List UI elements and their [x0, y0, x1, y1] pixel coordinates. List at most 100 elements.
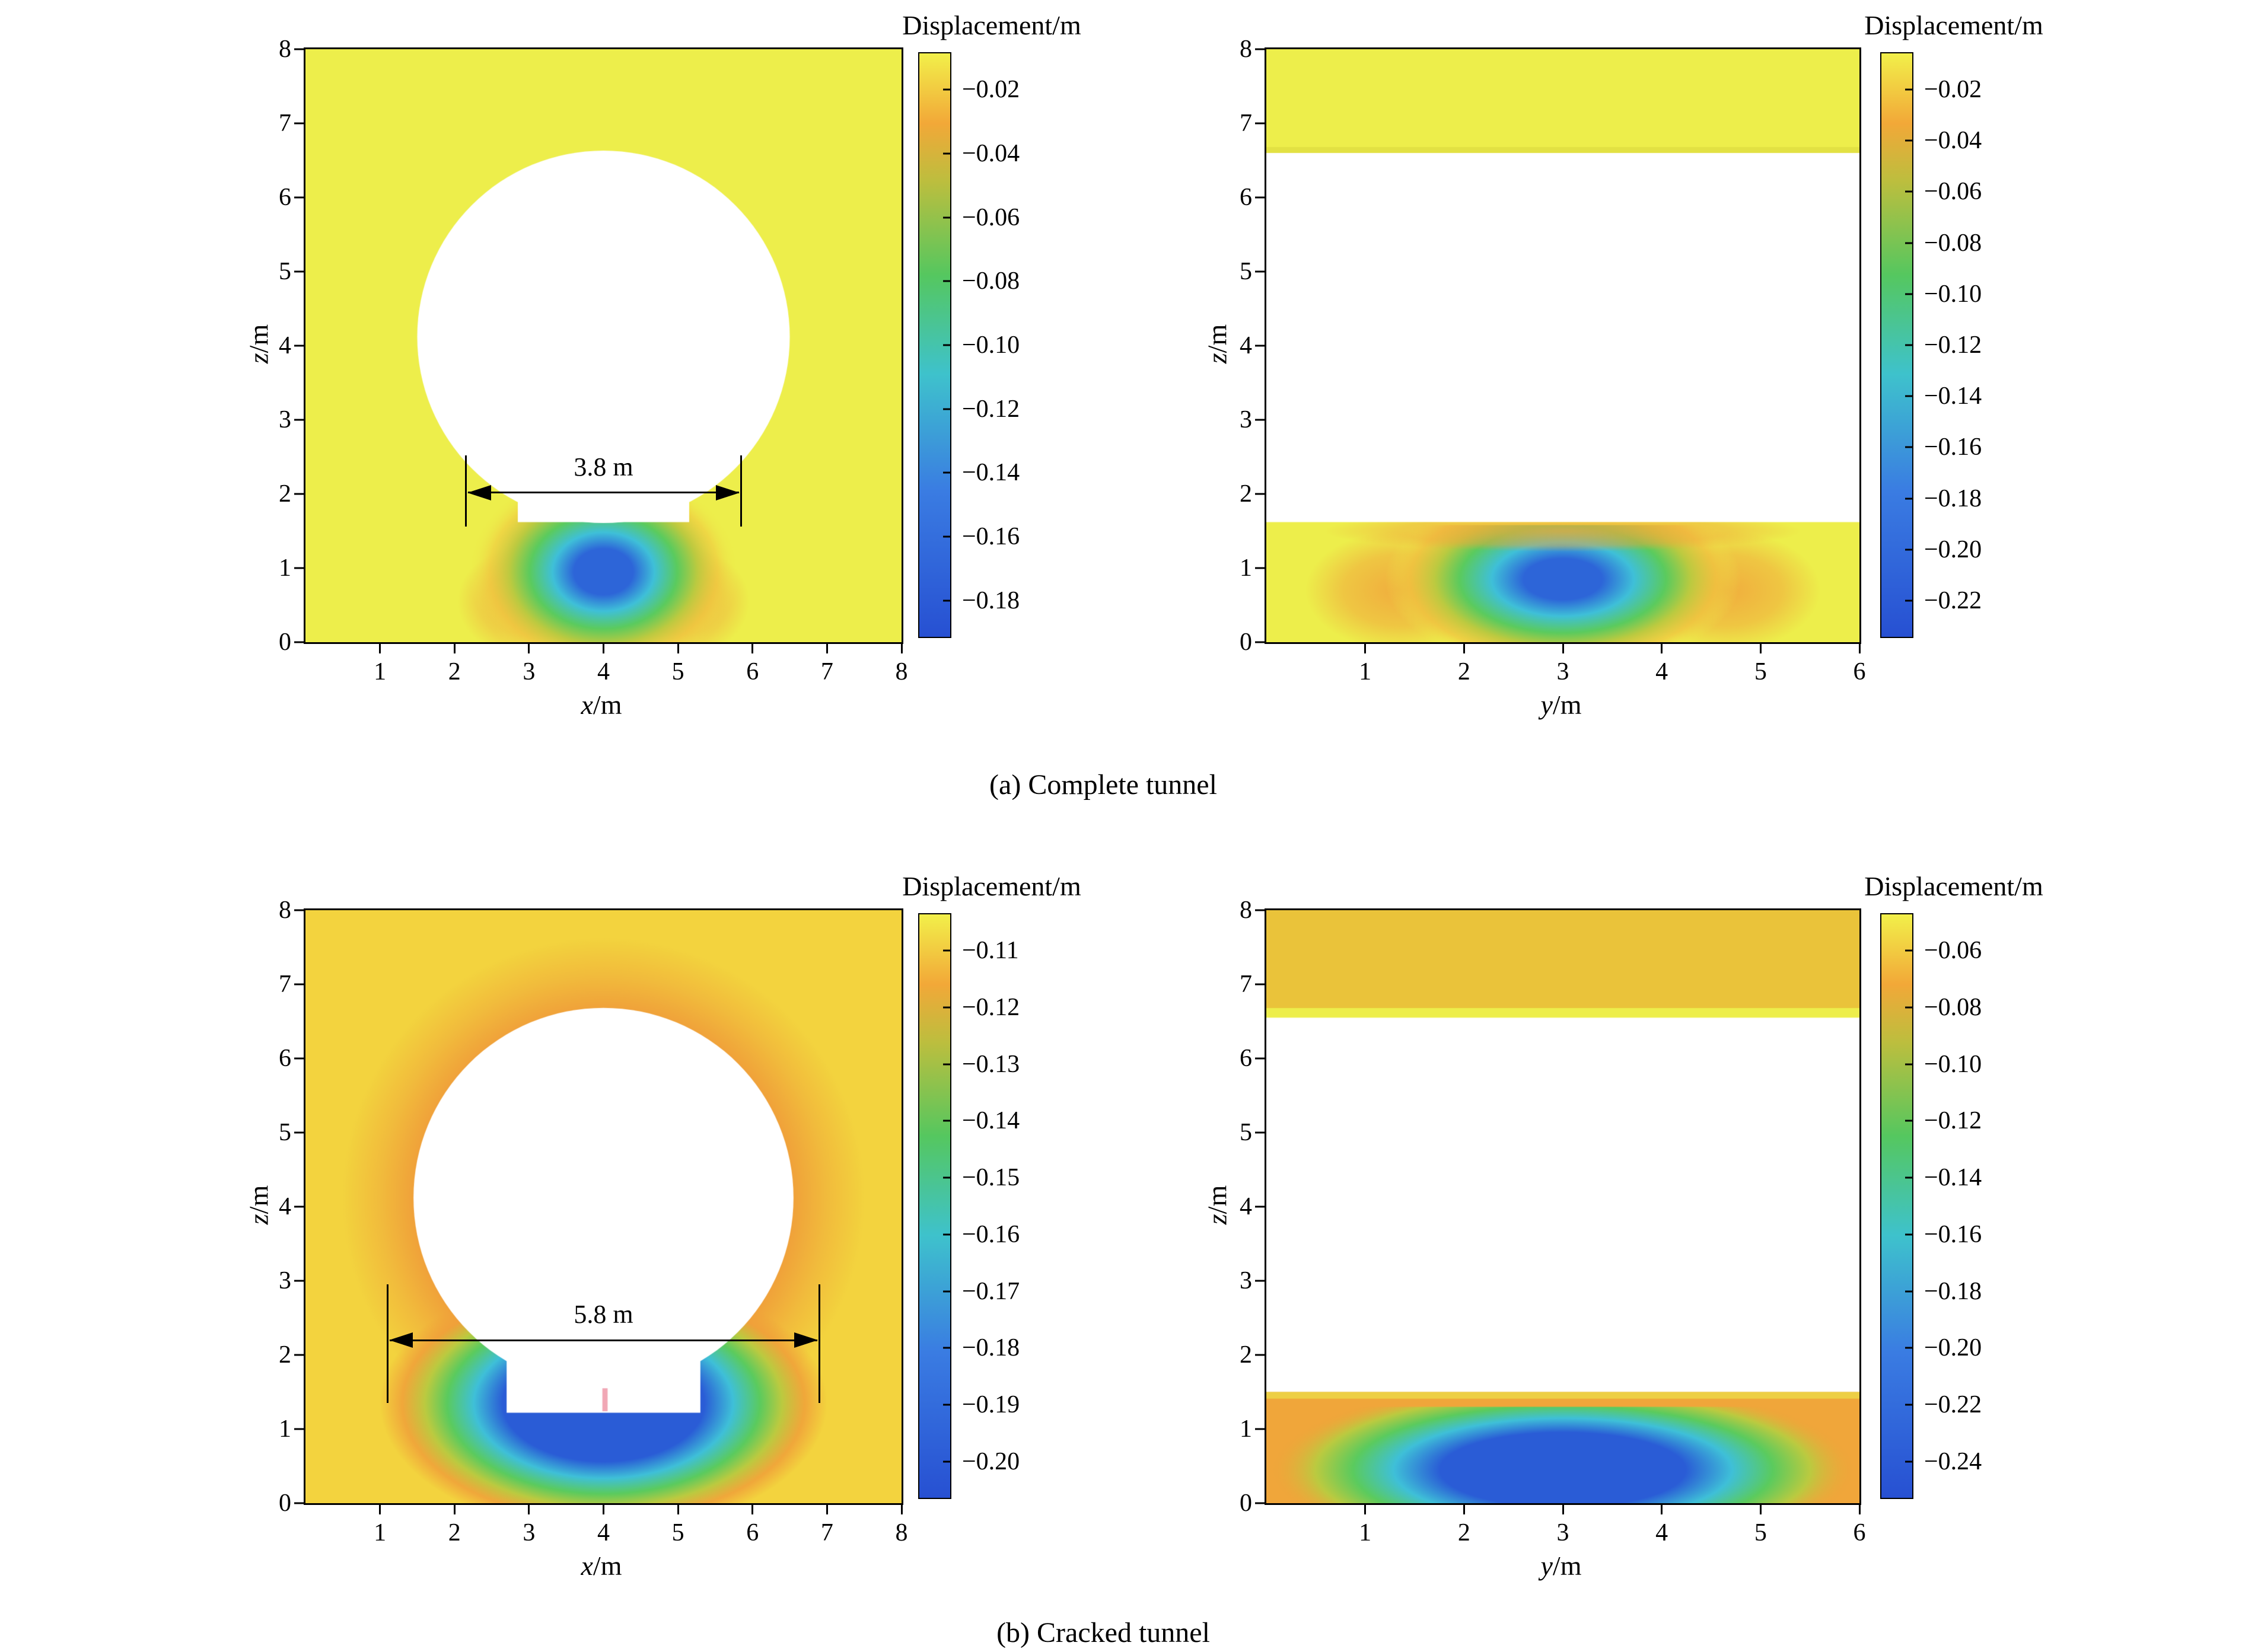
- colorbar-tick-mark: [943, 344, 950, 346]
- z-tick-label: 8: [279, 897, 291, 924]
- colorbar-tick-mark: [943, 152, 950, 155]
- x-tick-mark: [1661, 1505, 1663, 1514]
- colorbar-tick-label: −0.12: [1924, 1107, 1982, 1135]
- colorbar: −0.02 −0.04 −0.06 −0.08 −0.10 −0.12 −0.14 −0.16…: [1880, 52, 1982, 638]
- x-tick-label: 8: [895, 658, 908, 685]
- colorbar-tick-label: −0.17: [962, 1277, 1020, 1305]
- colorbar-tick-mark: [1905, 1176, 1912, 1179]
- x-axis-unit: /m: [593, 1551, 622, 1581]
- x-tick-mark: [1759, 1505, 1762, 1514]
- colorbar-tick-mark: [943, 280, 950, 282]
- annotation-dimension-label: 3.8 m: [574, 452, 633, 481]
- colorbar-tick-label: −0.11: [962, 937, 1019, 964]
- x-tick-mark: [1759, 644, 1762, 653]
- annotation-arrowhead-right: [715, 484, 740, 500]
- x-tick-mark: [900, 1505, 903, 1514]
- z-tick-mark: [1255, 641, 1265, 643]
- colorbar-tick-mark: [1905, 497, 1912, 500]
- y-axis-variable: z: [1202, 1214, 1233, 1225]
- x-tick-label: 3: [1556, 658, 1569, 685]
- colorbar-tick-label: −0.06: [1924, 178, 1982, 206]
- colorbar-tick-mark: [943, 408, 950, 410]
- z-tick-mark: [294, 493, 304, 495]
- x-tick-label: 1: [374, 1519, 387, 1546]
- z-tick-mark: [294, 419, 304, 421]
- x-tick-mark: [603, 1505, 604, 1514]
- annotation-end-bar: [464, 455, 467, 527]
- z-tick-label: 3: [1240, 1267, 1252, 1294]
- z-tick-label: 2: [1240, 1341, 1252, 1369]
- colorbar-tick-label: −0.14: [962, 459, 1020, 487]
- z-tick-label: 7: [1240, 110, 1252, 137]
- colorbar-tick-label: −0.10: [1924, 280, 1982, 308]
- heatmap-canvas: [1266, 910, 1859, 1503]
- z-tick-label: 1: [1240, 1415, 1252, 1443]
- x-tick-label: 7: [820, 1519, 833, 1546]
- z-tick-label: 4: [1240, 1193, 1252, 1220]
- z-tick-mark: [294, 1057, 304, 1060]
- y-axis-unit: /m: [243, 324, 274, 353]
- colorbar-tick-mark: [943, 216, 950, 218]
- heatmap-plot-cracked-xz: 1 2 3 4 5 6 7 8 0 1 2 3 4 5 6 7 8 5.8 m: [279, 897, 908, 1546]
- colorbar-tick-mark: [943, 949, 950, 952]
- colorbar-tick-label: −0.22: [1924, 586, 1982, 614]
- caption-cracked-tunnel: (b) Cracked tunnel: [996, 1617, 1210, 1648]
- z-tick-mark: [1255, 983, 1265, 986]
- colorbar-tick-mark: [943, 1404, 950, 1406]
- z-tick-mark: [294, 270, 304, 273]
- z-tick-mark: [294, 1131, 304, 1134]
- y-axis-unit: /m: [1202, 324, 1233, 353]
- colorbar-tick-mark: [943, 1176, 950, 1179]
- colorbar-tick-label: −0.18: [1924, 1277, 1982, 1305]
- z-tick-label: 0: [1240, 629, 1252, 656]
- x-tick-mark: [528, 644, 530, 653]
- colorbar-tick-mark: [1905, 949, 1912, 952]
- colorbar-tick-mark: [1905, 1460, 1912, 1463]
- z-tick-mark: [294, 983, 304, 986]
- colorbar-tick-mark: [1905, 1006, 1912, 1009]
- z-tick-mark: [294, 641, 304, 643]
- x-axis-label: y/m: [1541, 689, 1582, 720]
- colorbar-tick-mark: [1905, 446, 1912, 448]
- y-axis-unit: /m: [243, 1185, 274, 1214]
- colorbar-tick-label: −0.14: [1924, 1164, 1982, 1192]
- z-tick-label: 3: [279, 406, 291, 433]
- colorbar-tick-label: −0.18: [962, 586, 1020, 614]
- annotation-arrow-line: [390, 1339, 817, 1341]
- colorbar-tick-label: −0.08: [962, 267, 1020, 295]
- x-tick-mark: [1463, 644, 1465, 653]
- x-tick-label: 5: [1754, 1519, 1767, 1546]
- annotation-end-bar: [819, 1284, 821, 1404]
- x-tick-label: 2: [1457, 658, 1470, 685]
- z-tick-mark: [294, 196, 304, 199]
- z-tick-label: 7: [279, 110, 291, 137]
- x-tick-label: 6: [746, 1519, 759, 1546]
- annotation-arrowhead-left: [389, 1332, 413, 1348]
- x-axis-unit: /m: [593, 690, 622, 720]
- x-tick-mark: [1364, 1505, 1367, 1514]
- z-tick-mark: [1255, 1354, 1265, 1356]
- colorbar-tick-mark: [1905, 242, 1912, 244]
- z-tick-label: 8: [1240, 897, 1252, 924]
- z-tick-mark: [1255, 345, 1265, 347]
- x-tick-label: 4: [1655, 1519, 1668, 1546]
- colorbar-tick-mark: [1905, 293, 1912, 295]
- colorbar-tick-label: −0.18: [962, 1334, 1020, 1362]
- x-axis-variable: x: [581, 690, 593, 720]
- colorbar-tick-label: −0.04: [1924, 127, 1982, 155]
- colorbar-tick-mark: [943, 1006, 950, 1009]
- heatmap-canvas: [305, 910, 902, 1503]
- colorbar-tick-label: −0.02: [962, 76, 1020, 103]
- z-tick-label: 3: [279, 1267, 291, 1294]
- colorbar-tick-mark: [943, 471, 950, 474]
- x-tick-mark: [1661, 644, 1663, 653]
- colorbar: −0.06 −0.08 −0.10 −0.12 −0.14 −0.16 −0.18 −0.20…: [1880, 913, 1982, 1499]
- z-tick-mark: [1255, 493, 1265, 495]
- x-tick-mark: [528, 1505, 530, 1514]
- colorbar-tick-mark: [943, 1233, 950, 1236]
- colorbar-tick-label: −0.20: [1924, 1334, 1982, 1362]
- x-tick-label: 5: [671, 658, 684, 685]
- colorbar-tick-label: −0.08: [1924, 993, 1982, 1021]
- z-tick-mark: [294, 567, 304, 569]
- z-tick-mark: [1255, 1205, 1265, 1208]
